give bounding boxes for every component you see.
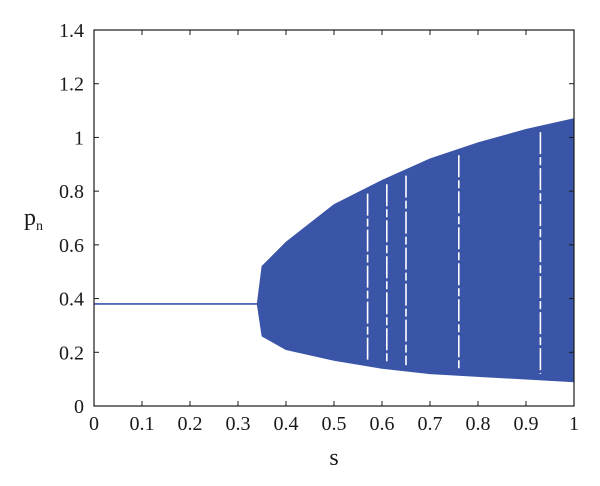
plot-content	[94, 118, 575, 383]
chaotic-band	[256, 118, 575, 383]
y-tick-label: 0.8	[59, 181, 84, 203]
x-tick-label: 0.3	[226, 413, 251, 435]
y-tick-label: 1	[74, 127, 84, 149]
x-tick-label: 0.7	[418, 413, 443, 435]
x-tick-label: 1	[569, 413, 579, 435]
x-tick-label: 0.8	[466, 413, 491, 435]
y-axis-label: pn	[24, 205, 43, 234]
x-axis-label: s	[329, 445, 338, 471]
x-axis-ticks: 0 0.1 0.2 0.3 0.4 0.5 0.6 0.7 0.8 0.9 1	[89, 30, 579, 435]
y-tick-label: 1.4	[59, 20, 84, 42]
y-tick-label: 0	[74, 396, 84, 418]
x-tick-label: 0	[89, 413, 99, 435]
y-tick-label: 0.6	[59, 235, 84, 257]
y-tick-label: 0.4	[59, 289, 84, 311]
x-tick-label: 0.1	[130, 413, 155, 435]
y-tick-label: 0.2	[59, 342, 84, 364]
x-tick-label: 0.2	[178, 413, 203, 435]
periodic-windows	[366, 132, 542, 374]
x-tick-label: 0.9	[514, 413, 539, 435]
x-tick-label: 0.6	[370, 413, 395, 435]
y-axis-ticks: 0 0.2 0.4 0.6 0.8 1 1.2 1.4	[59, 20, 574, 418]
x-tick-label: 0.5	[322, 413, 347, 435]
y-tick-label: 1.2	[59, 74, 84, 96]
x-tick-label: 0.4	[274, 413, 299, 435]
